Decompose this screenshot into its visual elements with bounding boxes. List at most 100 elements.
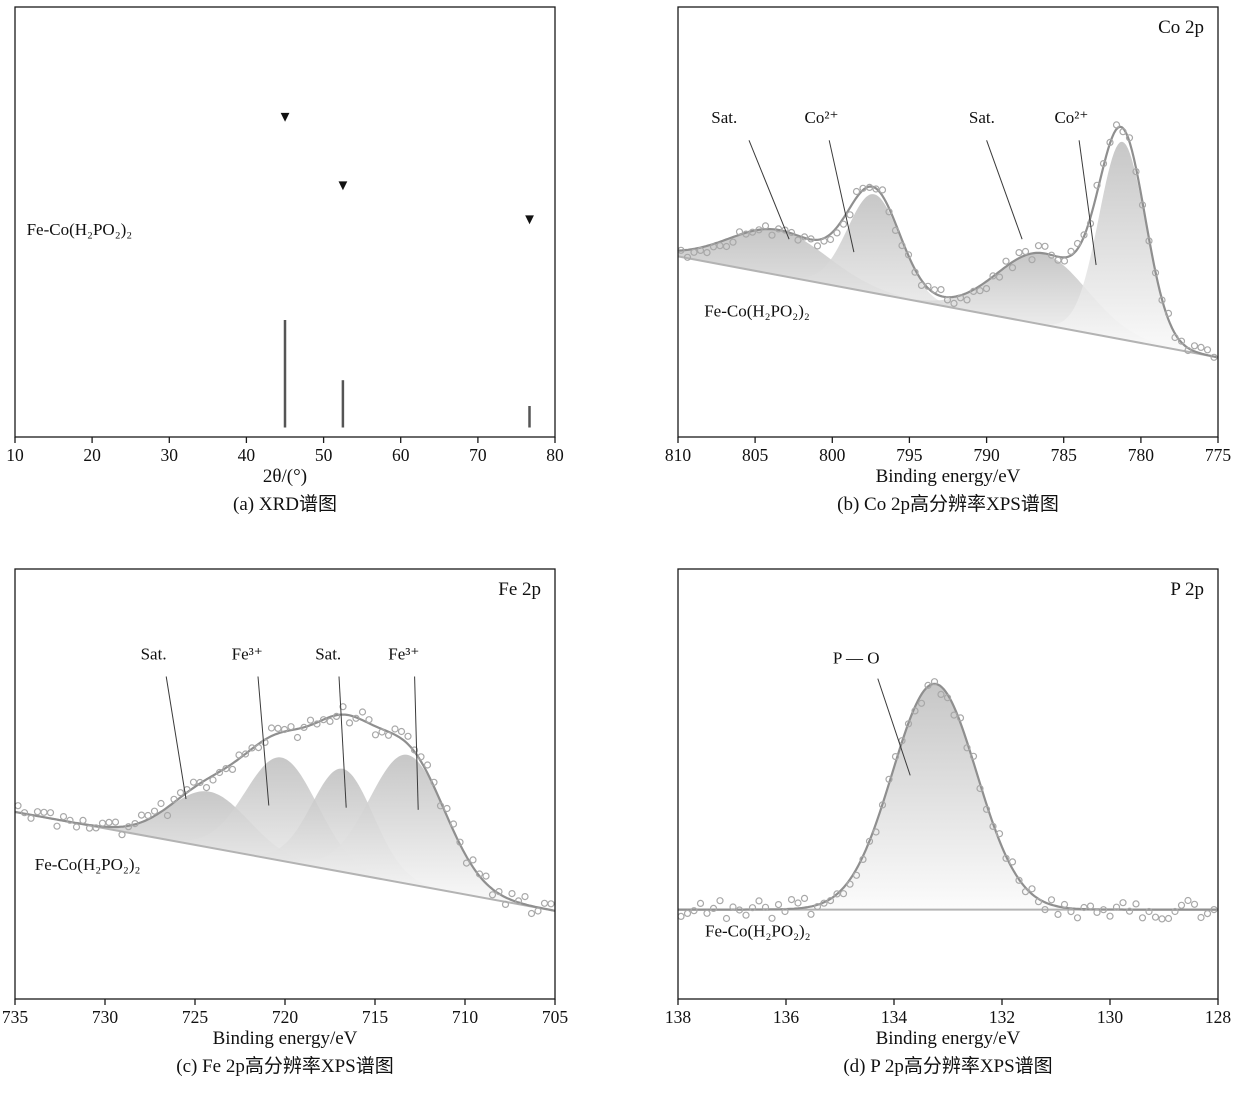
plot-content: Sat. Co²⁺ Sat. Co²⁺ Fe-Co(H₂PO₂)₂ (677, 108, 1219, 361)
scatter-point (1054, 910, 1062, 918)
scatter-point (1034, 242, 1043, 250)
scatter-point (742, 911, 750, 919)
sample-label: Fe-Co(H₂PO₂)₂ (27, 220, 133, 239)
scatter-point (163, 811, 172, 820)
x-tick-label: 785 (1051, 445, 1078, 465)
scatter-point (781, 226, 789, 234)
scatter-point (1177, 901, 1186, 909)
scatter-point (27, 814, 35, 822)
scatter-point (787, 896, 796, 904)
scatter-point (1099, 160, 1108, 168)
scatter-point (917, 281, 926, 289)
scatter-point (59, 813, 68, 821)
scatter-point (911, 707, 919, 715)
scatter-point (852, 187, 861, 196)
x-axis-label-a: 2θ/(°) (262, 466, 308, 487)
scatter-point (1041, 906, 1049, 914)
panel-caption-d: (d) P 2p高分辨率XPS谱图 (843, 1056, 1053, 1077)
scatter-point (1067, 908, 1075, 916)
scatter-point (1164, 914, 1173, 923)
scatter-point (131, 820, 139, 828)
scatter-point (254, 744, 263, 752)
scatter-point (826, 235, 835, 244)
x-tick-label: 70 (469, 445, 487, 465)
scatter-point (781, 907, 789, 916)
scatter-point (534, 907, 542, 915)
x-tick-label: 735 (2, 1007, 29, 1027)
scatter-point (969, 752, 978, 760)
scatter-point (839, 890, 848, 898)
x-tick-label: 800 (819, 445, 846, 465)
scatter-point (33, 808, 42, 816)
scatter-point (943, 296, 952, 304)
scatter-point (176, 789, 185, 797)
scatter-point (66, 816, 74, 824)
fe2p-xps-plot: Sat. Fe³⁺ Sat. Fe³⁺ Fe-Co(H₂PO₂)₂ Fe 2p 735 730… (2, 568, 568, 1027)
scatter-point (1002, 257, 1010, 265)
scatter-point (787, 228, 796, 237)
x-axis-label-b: Binding energy/eV (875, 466, 1021, 487)
scatter-point (1080, 231, 1088, 239)
scatter-point (911, 268, 919, 276)
plot-content: Sat. Fe³⁺ Sat. Fe³⁺ Fe-Co(H₂PO₂)₂ (14, 644, 556, 918)
scatter-point (1125, 907, 1134, 915)
panel-d: P — O Fe-Co(H₂PO₂)₂ P 2p 138 136 134 132 130 128… (665, 564, 1231, 1082)
annotation-line (414, 676, 419, 810)
scatter-point (1138, 201, 1147, 209)
x-tick-label: 710 (452, 1007, 479, 1027)
scatter-point (410, 746, 419, 754)
scatter-point (79, 816, 87, 824)
scatter-point (1119, 128, 1127, 136)
scatter-point (1073, 914, 1082, 922)
scatter-point (514, 897, 523, 905)
scatter-point (1060, 257, 1069, 265)
scatter-point (202, 784, 211, 792)
x-tick-label: 790 (973, 445, 1000, 465)
p2p-xps-plot: P — O Fe-Co(H₂PO₂)₂ P 2p 138 136 134 132 130 128 (665, 568, 1231, 1027)
scatter-point (917, 699, 926, 707)
scatter-point (274, 724, 282, 732)
fit-envelope (14, 713, 556, 912)
scatter-point (443, 804, 451, 813)
scatter-point (768, 231, 776, 239)
x-tick-label: 30 (161, 445, 179, 465)
scatter-point (1106, 912, 1114, 920)
scatter-point (794, 899, 802, 907)
plot-frame (14, 6, 556, 438)
scatter-point (800, 233, 809, 241)
sample-label: Fe-Co(H₂PO₂)₂ (705, 922, 811, 941)
x-tick-label: 810 (665, 445, 692, 465)
scatter-point (924, 282, 932, 290)
scatter-point (196, 778, 204, 787)
x-tick-label: 730 (92, 1007, 119, 1027)
scatter-point (774, 225, 783, 233)
scatter-point (839, 220, 848, 228)
scatter-point (735, 228, 744, 236)
scatter-point (833, 229, 841, 237)
scatter-point (820, 237, 828, 245)
scatter-point (1177, 337, 1186, 345)
scatter-point (1184, 896, 1192, 905)
scatter-point (852, 871, 861, 879)
x-tick-label: 10 (6, 445, 24, 465)
fit-component (678, 229, 1218, 358)
scatter-point (846, 211, 854, 219)
panel-caption-a: (a) XRD谱图 (233, 494, 337, 515)
annotation-line (828, 140, 855, 253)
scatter-point (768, 914, 776, 922)
scatter-point (995, 830, 1004, 838)
scatter-point (157, 799, 165, 808)
scatter-point (1086, 902, 1095, 910)
scatter-point (547, 900, 555, 908)
annotation-label: Sat. (141, 644, 167, 663)
scatter-point (859, 184, 867, 192)
scatter-point (1099, 906, 1108, 914)
scatter-point (1151, 269, 1160, 277)
annotation-line (338, 676, 347, 808)
scatter-point (904, 251, 913, 259)
scatter-point (53, 822, 61, 830)
scatter-point (1028, 256, 1036, 264)
x-tick-label: 705 (542, 1007, 569, 1027)
corner-label: Co 2p (1158, 17, 1204, 38)
